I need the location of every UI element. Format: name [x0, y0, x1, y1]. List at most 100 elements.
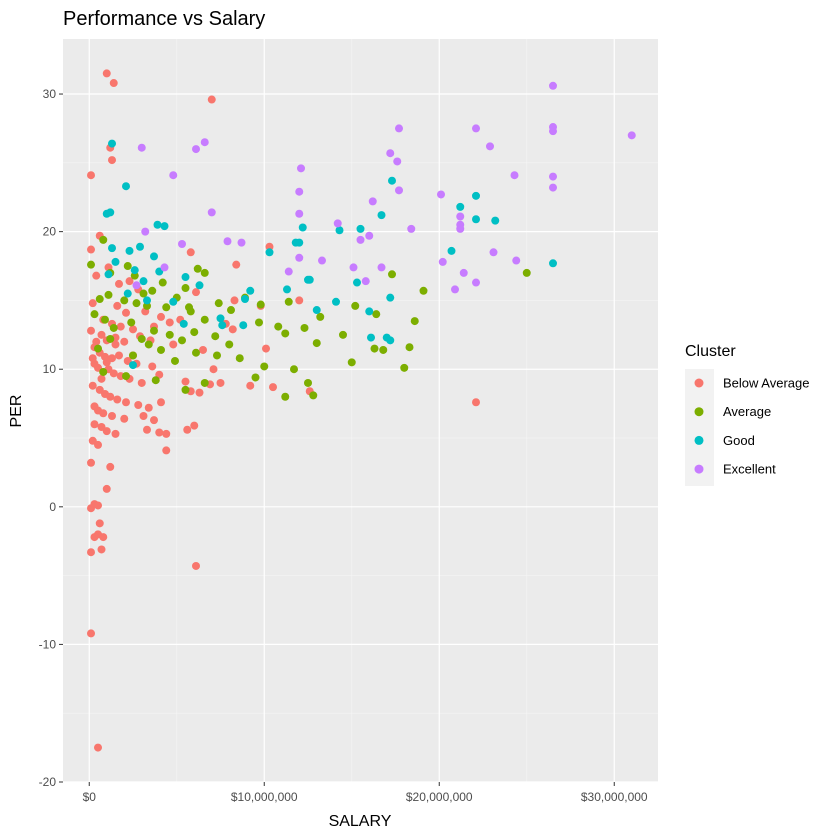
- point-average: [193, 264, 202, 273]
- point-good: [291, 238, 300, 247]
- point-average: [225, 340, 234, 349]
- point-below-average: [94, 743, 102, 752]
- point-average: [139, 289, 148, 298]
- point-below-average: [87, 245, 95, 254]
- point-average: [132, 299, 141, 308]
- point-good: [108, 139, 116, 148]
- point-below-average: [169, 340, 178, 349]
- point-good: [332, 297, 340, 306]
- point-below-average: [265, 242, 274, 251]
- point-below-average: [199, 345, 207, 354]
- point-excellent: [451, 285, 459, 294]
- point-excellent: [456, 220, 465, 229]
- point-below-average: [92, 271, 101, 280]
- point-below-average: [143, 425, 151, 434]
- point-average: [158, 278, 167, 287]
- point-excellent: [512, 256, 521, 265]
- point-good: [549, 259, 557, 268]
- point-average: [522, 268, 531, 277]
- point-average: [290, 365, 298, 374]
- point-good: [104, 270, 113, 279]
- point-excellent: [549, 81, 557, 90]
- point-below-average: [88, 381, 97, 390]
- point-average: [106, 334, 115, 343]
- legend-key-average: [694, 407, 704, 417]
- point-average: [274, 322, 283, 331]
- y-tick-label: 0: [49, 500, 56, 514]
- point-below-average: [262, 344, 270, 353]
- legend-label-below-average: Below Average: [723, 376, 810, 391]
- y-tick-label: -10: [39, 637, 57, 651]
- point-below-average: [162, 429, 171, 438]
- x-axis: $0 $10,000,000 $20,000,000 $30,000,000: [83, 782, 648, 804]
- y-axis: -20 -10 0 10 20 30: [39, 87, 63, 789]
- panel-background: [63, 39, 658, 782]
- legend-label-good: Good: [723, 433, 755, 448]
- point-below-average: [134, 400, 143, 409]
- point-average: [410, 317, 419, 326]
- point-below-average: [87, 548, 95, 557]
- point-below-average: [192, 561, 200, 570]
- point-below-average: [87, 629, 95, 638]
- point-below-average: [88, 299, 97, 308]
- point-below-average: [246, 381, 255, 390]
- point-below-average: [116, 322, 125, 331]
- legend: Cluster Below Average Average Good Excellen…: [685, 343, 810, 486]
- point-excellent: [395, 186, 403, 195]
- point-good: [353, 278, 361, 287]
- point-average: [309, 391, 318, 400]
- point-below-average: [87, 171, 95, 180]
- point-average: [122, 372, 130, 381]
- point-below-average: [295, 296, 304, 305]
- legend-items: Below Average Average Good Excellent: [694, 376, 810, 477]
- point-good: [491, 216, 500, 225]
- point-below-average: [190, 421, 199, 430]
- point-below-average: [97, 374, 106, 383]
- point-below-average: [232, 260, 241, 269]
- point-excellent: [365, 231, 374, 240]
- point-average: [171, 356, 179, 365]
- point-average: [227, 306, 235, 315]
- point-average: [304, 378, 312, 387]
- point-below-average: [102, 358, 111, 367]
- point-good: [139, 277, 148, 286]
- point-excellent: [169, 171, 178, 180]
- point-good: [179, 319, 188, 328]
- point-average: [143, 301, 151, 310]
- point-good: [312, 306, 321, 315]
- point-below-average: [120, 337, 129, 346]
- point-good: [125, 246, 134, 255]
- y-tick-label: 10: [43, 362, 57, 376]
- point-excellent: [438, 257, 447, 266]
- point-below-average: [192, 288, 200, 297]
- point-below-average: [195, 388, 204, 397]
- point-good: [456, 202, 465, 211]
- point-excellent: [486, 142, 494, 151]
- point-excellent: [284, 267, 293, 276]
- point-excellent: [318, 256, 326, 265]
- point-below-average: [111, 429, 120, 438]
- point-good: [367, 333, 375, 342]
- point-below-average: [113, 395, 122, 404]
- point-excellent: [472, 124, 480, 133]
- point-good: [388, 176, 396, 185]
- point-good: [386, 336, 395, 345]
- point-excellent: [377, 263, 386, 272]
- point-excellent: [395, 124, 403, 133]
- legend-title: Cluster: [685, 343, 736, 360]
- point-excellent: [141, 227, 150, 236]
- point-below-average: [148, 362, 157, 371]
- point-excellent: [178, 240, 186, 249]
- point-below-average: [90, 420, 99, 429]
- point-average: [284, 297, 293, 306]
- point-average: [144, 340, 153, 349]
- point-good: [181, 273, 190, 282]
- chart-title: Performance vs Salary: [63, 8, 265, 30]
- point-below-average: [113, 301, 122, 310]
- point-below-average: [162, 446, 171, 455]
- point-good: [111, 257, 120, 266]
- point-good: [298, 223, 307, 232]
- point-below-average: [122, 308, 130, 317]
- point-good: [130, 266, 139, 275]
- point-average: [370, 344, 379, 353]
